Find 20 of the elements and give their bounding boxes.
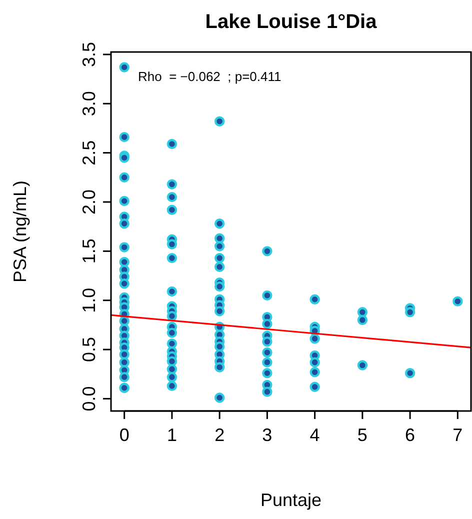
x-tick-label: 7 [452,425,463,445]
annotation: Rho = −0.062 ; p=0.411 [138,69,282,84]
y-axis-title: PSA (ng/mL) [10,180,30,283]
x-axis-title: Puntaje [260,490,322,510]
x-tick-label: 4 [310,425,320,445]
y-tick-label: 1.0 [79,288,99,313]
x-tick-label: 0 [119,425,130,445]
x-tick-label: 5 [357,425,368,445]
y-tick-label: 2.0 [79,189,99,215]
y-tick-label: 0.5 [79,337,99,362]
y-tick-label: 3.5 [79,42,99,67]
x-tick-label: 3 [262,425,272,445]
y-tick-label: 2.5 [79,140,99,166]
chart-title: Lake Louise 1°Dia [205,11,378,33]
y-tick-label: 3.0 [79,91,99,116]
x-tick-label: 1 [166,425,177,445]
x-tick-label: 2 [214,425,225,445]
y-tick-label: 0.0 [79,386,99,412]
x-tick-label: 6 [405,425,416,445]
y-tick-label: 1.5 [79,238,99,264]
